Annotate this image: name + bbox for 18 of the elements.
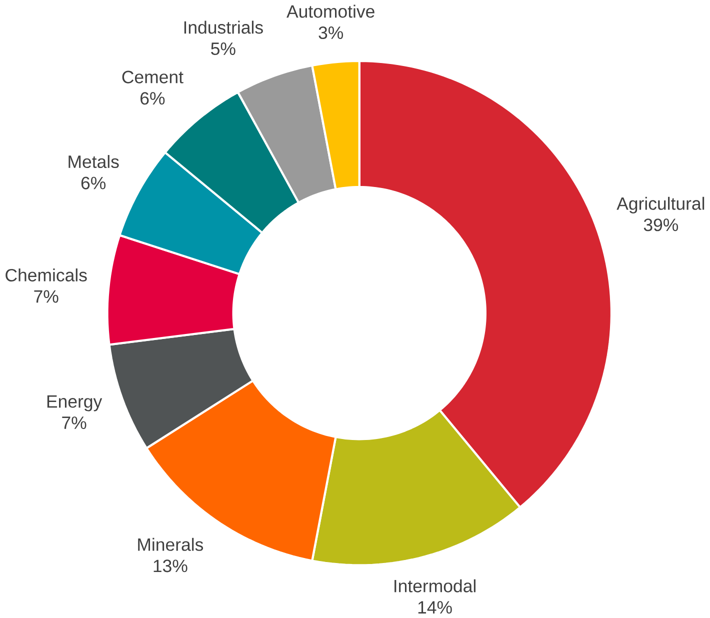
data-label: 13% <box>154 560 188 572</box>
data-label: 3% <box>318 26 344 39</box>
slice-label: Metals <box>68 154 119 168</box>
slice-label: Automotive <box>286 4 374 18</box>
data-label: 7% <box>34 290 58 303</box>
data-label: 6% <box>140 92 165 104</box>
data-label: 39% <box>644 218 678 232</box>
slice-label: Industrials <box>184 20 263 34</box>
slice-label: Chemicals <box>6 268 87 282</box>
slice-label: Intermodal <box>394 579 476 592</box>
slice-label: Energy <box>47 395 102 412</box>
slice-label: Minerals <box>138 538 204 551</box>
data-label: 6% <box>81 176 106 190</box>
slice-label: Cement <box>122 70 184 84</box>
data-label: 7% <box>62 416 86 429</box>
slice-label: Agricultural <box>616 196 704 214</box>
data-label: 5% <box>211 42 236 55</box>
data-label: 14% <box>418 601 452 614</box>
